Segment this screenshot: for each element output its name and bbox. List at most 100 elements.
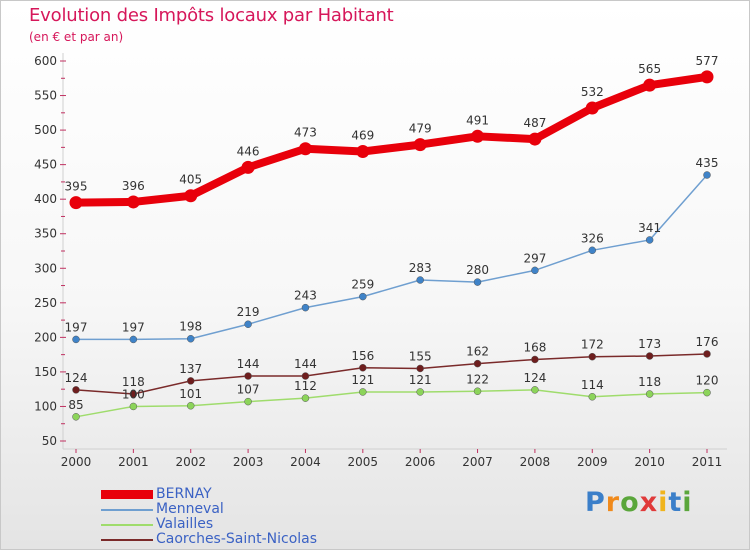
data-label-bernay: 395: [65, 180, 88, 194]
data-label-bernay: 396: [122, 179, 145, 193]
data-label-valailles: 121: [409, 373, 432, 387]
data-point-bernay: [643, 78, 657, 92]
y-tick-label: 450: [34, 158, 57, 172]
data-label-caorches-saint-nicolas: 155: [409, 349, 432, 363]
legend-label-caorches: Caorches-Saint-Nicolas: [156, 531, 318, 547]
data-label-menneval: 219: [237, 305, 260, 319]
data-point-menneval: [416, 276, 424, 284]
legend-label-menneval: Menneval: [156, 501, 224, 517]
data-point-menneval: [72, 335, 80, 344]
data-point-caorches-saint-nicolas: [703, 350, 711, 358]
series-line-valailles: [75, 389, 708, 418]
data-point-bernay: [126, 195, 140, 209]
data-label-bernay: 577: [696, 54, 719, 68]
data-label-caorches-saint-nicolas: 162: [466, 345, 489, 359]
data-label-caorches-saint-nicolas: 172: [581, 338, 604, 352]
legend-swatch-menneval: [101, 509, 153, 511]
chart-subtitle: (en € et par an): [29, 30, 124, 44]
data-label-valailles: 122: [466, 372, 489, 386]
series-line-bernay: [72, 72, 711, 207]
logo-letter: P: [585, 487, 606, 518]
data-point-valailles: [359, 388, 367, 396]
data-point-valailles: [186, 402, 195, 410]
data-label-caorches-saint-nicolas: 144: [237, 357, 260, 371]
data-point-caorches-saint-nicolas: [588, 352, 597, 361]
data-point-valailles: [703, 388, 711, 397]
data-point-caorches-saint-nicolas: [129, 390, 138, 398]
logo-letter: x: [639, 487, 659, 518]
data-label-menneval: 197: [122, 320, 145, 334]
data-point-menneval: [588, 246, 597, 255]
data-point-caorches-saint-nicolas: [244, 372, 252, 380]
data-label-caorches-saint-nicolas: 137: [179, 362, 202, 376]
data-point-caorches-saint-nicolas: [473, 359, 482, 368]
data-point-bernay: [241, 160, 255, 174]
proxiti-logo[interactable]: Proxiti: [585, 487, 693, 518]
data-point-menneval: [129, 335, 138, 344]
data-point-caorches-saint-nicolas: [416, 364, 424, 373]
data-point-valailles: [588, 393, 597, 401]
data-label-valailles: 118: [638, 375, 661, 389]
data-point-valailles: [473, 387, 482, 396]
data-point-valailles: [531, 386, 539, 394]
data-label-menneval: 326: [581, 231, 604, 245]
y-tick-label: 250: [34, 296, 57, 310]
data-point-caorches-saint-nicolas: [301, 372, 310, 380]
y-tick-label: 50: [42, 434, 57, 448]
data-label-caorches-saint-nicolas: 144: [294, 357, 317, 371]
data-point-bernay: [585, 101, 599, 115]
data-point-menneval: [359, 292, 367, 301]
data-point-valailles: [129, 402, 138, 411]
data-label-menneval: 198: [179, 320, 202, 334]
logo-letter: t: [668, 487, 683, 518]
y-tick-label: 100: [34, 399, 57, 413]
data-point-bernay: [528, 132, 542, 146]
logo-letter: i: [658, 487, 669, 518]
chart-title: Evolution des Impôts locaux par Habitant: [29, 5, 394, 26]
data-point-bernay: [700, 70, 714, 84]
data-label-bernay: 473: [294, 126, 317, 140]
data-label-menneval: 259: [351, 278, 374, 292]
y-tick-label: 400: [34, 192, 57, 206]
data-point-valailles: [416, 388, 424, 396]
data-label-valailles: 100: [122, 387, 145, 401]
y-tick-label: 300: [34, 261, 57, 275]
data-label-bernay: 405: [179, 173, 202, 187]
logo-letter: r: [605, 487, 621, 518]
data-label-valailles: 124: [523, 371, 546, 385]
data-point-menneval: [473, 278, 482, 286]
data-label-menneval: 280: [466, 263, 489, 277]
data-point-menneval: [186, 334, 195, 343]
legend-swatch-valailles: [101, 524, 153, 526]
data-point-bernay: [413, 138, 427, 152]
data-label-valailles: 101: [179, 387, 202, 401]
data-label-menneval: 341: [638, 221, 661, 235]
data-label-valailles: 112: [294, 379, 317, 393]
data-point-caorches-saint-nicolas: [645, 352, 654, 360]
x-tick-label: 2001: [118, 455, 149, 469]
data-point-bernay: [298, 142, 312, 156]
data-point-caorches-saint-nicolas: [186, 377, 195, 385]
legend-label-bernay: BERNAY: [156, 486, 212, 502]
y-tick-label: 150: [34, 365, 57, 379]
data-label-menneval: 243: [294, 289, 317, 303]
data-label-caorches-saint-nicolas: 118: [122, 375, 145, 389]
data-label-caorches-saint-nicolas: 173: [638, 337, 661, 351]
data-label-caorches-saint-nicolas: 156: [351, 349, 374, 363]
data-point-valailles: [72, 413, 80, 421]
x-tick-label: 2000: [61, 455, 92, 469]
legend-swatch-caorches: [101, 539, 153, 541]
data-point-caorches-saint-nicolas: [531, 355, 539, 364]
data-point-valailles: [244, 397, 252, 406]
data-label-bernay: 532: [581, 85, 604, 99]
legend-swatch-bernay: [101, 490, 153, 499]
data-label-menneval: 435: [696, 156, 719, 170]
data-label-valailles: 120: [696, 374, 719, 388]
y-tick-label: 550: [34, 89, 57, 103]
data-point-caorches-saint-nicolas: [359, 364, 367, 372]
logo-letter: o: [620, 487, 640, 518]
y-tick-label: 350: [34, 227, 57, 241]
data-point-menneval: [531, 266, 539, 275]
data-point-bernay: [69, 196, 83, 210]
y-tick-label: 500: [34, 123, 57, 137]
